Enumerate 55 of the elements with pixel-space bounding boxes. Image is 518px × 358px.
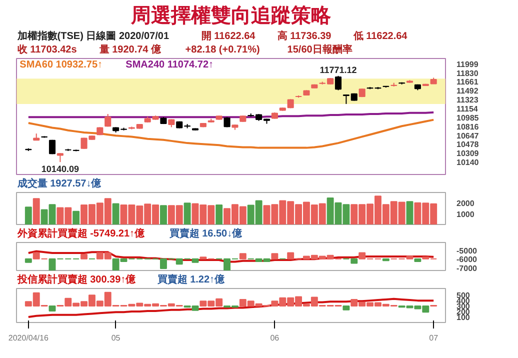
y-tick-label: -5000: [456, 246, 478, 256]
chart-title: 周選擇權雙向追蹤策略: [130, 3, 332, 27]
y-tick-label: 1000: [456, 210, 475, 219]
annotation: 10140.09: [41, 164, 79, 174]
y-tick-label: 11999: [456, 60, 479, 69]
y-tick-label: 10647: [456, 131, 480, 140]
bar: [48, 306, 56, 312]
y-tick-label: 10478: [456, 140, 480, 150]
y-tick-label: 100: [456, 313, 470, 322]
x-tick-label: 2020/04/16: [8, 334, 49, 342]
bar: [406, 201, 414, 224]
y-tick-label: 11661: [456, 78, 479, 87]
y-tick-label: 10309: [456, 149, 480, 158]
text: 收 11703.42s: [17, 43, 78, 56]
series-label: 買賣超 16.50↓億: [168, 228, 244, 240]
bar: [184, 202, 191, 224]
text: SMA240 11074.72↑: [126, 60, 214, 70]
text: 投信累計買賣超 300.39↑億: [16, 274, 137, 286]
bar: [216, 204, 223, 224]
x-tick-label: 07: [429, 334, 439, 342]
chart-subtitle: 加權指數(TSE) 日線圖 2020/07/01: [16, 30, 170, 42]
x-tick-label: 06: [270, 334, 280, 342]
series-label: 外資累計買賣超 -5749.21↑億: [16, 228, 146, 240]
y-tick-label: 11830: [456, 68, 479, 78]
y-tick-label: -7000: [456, 264, 478, 273]
annotation: 11771.12: [320, 64, 357, 75]
candlestick: [104, 113, 112, 128]
line-series: [27, 118, 435, 149]
line-series: [27, 250, 435, 263]
text: 量 1920.74 億: [98, 43, 162, 56]
bar: [24, 206, 32, 224]
text: 開 11622.64: [201, 30, 256, 42]
bar: [112, 203, 120, 224]
text: +82.18 (+0.71%): [185, 44, 260, 56]
y-tick-label: 10985: [456, 113, 480, 122]
y-tick-label: 11323: [456, 96, 479, 105]
text: 15/60日報酬率: [287, 43, 352, 56]
text: SMA60 10932.75↑: [20, 60, 103, 70]
line-series: [27, 298, 435, 318]
y-tick-label: 11492: [456, 86, 479, 96]
y-tick-label: 10816: [456, 122, 480, 132]
bar: [72, 210, 80, 224]
y-tick-label: 10140: [456, 158, 480, 168]
text: 低 11622.64: [352, 30, 408, 42]
bar: [32, 198, 40, 224]
x-tick-label: 05: [111, 334, 121, 342]
y-tick-label: -6000: [456, 255, 478, 264]
series-label: 買賣超 1.22↑億: [156, 274, 226, 286]
y-tick-label: 2000: [456, 199, 475, 208]
bar: [342, 306, 350, 310]
y-tick-label: 11154: [456, 104, 478, 114]
candlestick: [334, 75, 342, 91]
series-label: 成交量 1927.57↓億: [16, 178, 102, 190]
bar: [160, 205, 167, 224]
text: 高 11736.39: [277, 30, 332, 42]
